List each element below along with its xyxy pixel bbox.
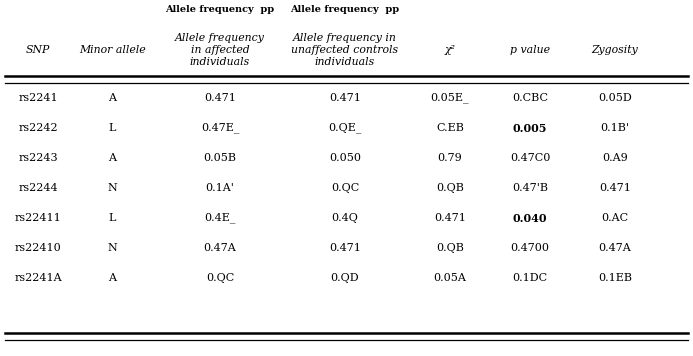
Text: Allele frequency  pp: Allele frequency pp [166, 5, 274, 14]
Text: C.EB: C.EB [436, 123, 464, 133]
Text: 0.QB: 0.QB [436, 243, 464, 253]
Text: χ²: χ² [444, 45, 455, 55]
Text: rs2244: rs2244 [18, 183, 58, 193]
Text: 0.QD: 0.QD [331, 273, 359, 283]
Text: rs2241A: rs2241A [14, 273, 62, 283]
Text: 0.1B': 0.1B' [601, 123, 629, 133]
Text: 0.05A: 0.05A [434, 273, 466, 283]
Text: Zygosity: Zygosity [592, 45, 638, 55]
Text: Allele frequency in: Allele frequency in [293, 33, 397, 43]
Text: 0.471: 0.471 [329, 93, 361, 103]
Text: unaffected controls: unaffected controls [292, 45, 398, 55]
Text: rs22411: rs22411 [15, 213, 62, 223]
Text: 0.AC: 0.AC [602, 213, 629, 223]
Text: L: L [108, 213, 116, 223]
Text: 0.4E_: 0.4E_ [204, 213, 236, 223]
Text: rs2241: rs2241 [18, 93, 58, 103]
Text: 0.47A: 0.47A [599, 243, 631, 253]
Text: 0.05D: 0.05D [598, 93, 632, 103]
Text: N: N [107, 183, 117, 193]
Text: 0.47E_: 0.47E_ [201, 122, 239, 134]
Text: 0.040: 0.040 [513, 213, 547, 224]
Text: 0.1EB: 0.1EB [598, 273, 632, 283]
Text: 0.1DC: 0.1DC [512, 273, 547, 283]
Text: A: A [108, 153, 116, 163]
Text: 0.CBC: 0.CBC [512, 93, 548, 103]
Text: individuals: individuals [315, 57, 375, 67]
Text: 0.4700: 0.4700 [511, 243, 550, 253]
Text: Minor allele: Minor allele [79, 45, 146, 55]
Text: rs2242: rs2242 [18, 123, 58, 133]
Text: 0.47A: 0.47A [204, 243, 236, 253]
Text: 0.471: 0.471 [204, 93, 236, 103]
Text: 0.471: 0.471 [599, 183, 631, 193]
Text: A: A [108, 93, 116, 103]
Text: 0.1A': 0.1A' [206, 183, 234, 193]
Text: rs2243: rs2243 [18, 153, 58, 163]
Text: 0.05E_: 0.05E_ [430, 93, 469, 103]
Text: 0.79: 0.79 [437, 153, 462, 163]
Text: 0.QE_: 0.QE_ [328, 122, 362, 134]
Text: 0.471: 0.471 [329, 243, 361, 253]
Text: 0.005: 0.005 [513, 122, 547, 134]
Text: 0.QC: 0.QC [206, 273, 234, 283]
Text: 0.4Q: 0.4Q [331, 213, 358, 223]
Text: rs22410: rs22410 [15, 243, 62, 253]
Text: SNP: SNP [26, 45, 50, 55]
Text: individuals: individuals [190, 57, 250, 67]
Text: 0.A9: 0.A9 [602, 153, 628, 163]
Text: N: N [107, 243, 117, 253]
Text: Allele frequency: Allele frequency [175, 33, 265, 43]
Text: 0.47C0: 0.47C0 [510, 153, 550, 163]
Text: 0.05B: 0.05B [204, 153, 236, 163]
Text: p value: p value [510, 45, 550, 55]
Text: 0.471: 0.471 [434, 213, 466, 223]
Text: 0.QC: 0.QC [331, 183, 359, 193]
Text: 0.050: 0.050 [329, 153, 361, 163]
Text: 0.QB: 0.QB [436, 183, 464, 193]
Text: in affected: in affected [191, 45, 249, 55]
Text: 0.47'B: 0.47'B [512, 183, 548, 193]
Text: L: L [108, 123, 116, 133]
Text: A: A [108, 273, 116, 283]
Text: Allele frequency  pp: Allele frequency pp [290, 5, 400, 14]
